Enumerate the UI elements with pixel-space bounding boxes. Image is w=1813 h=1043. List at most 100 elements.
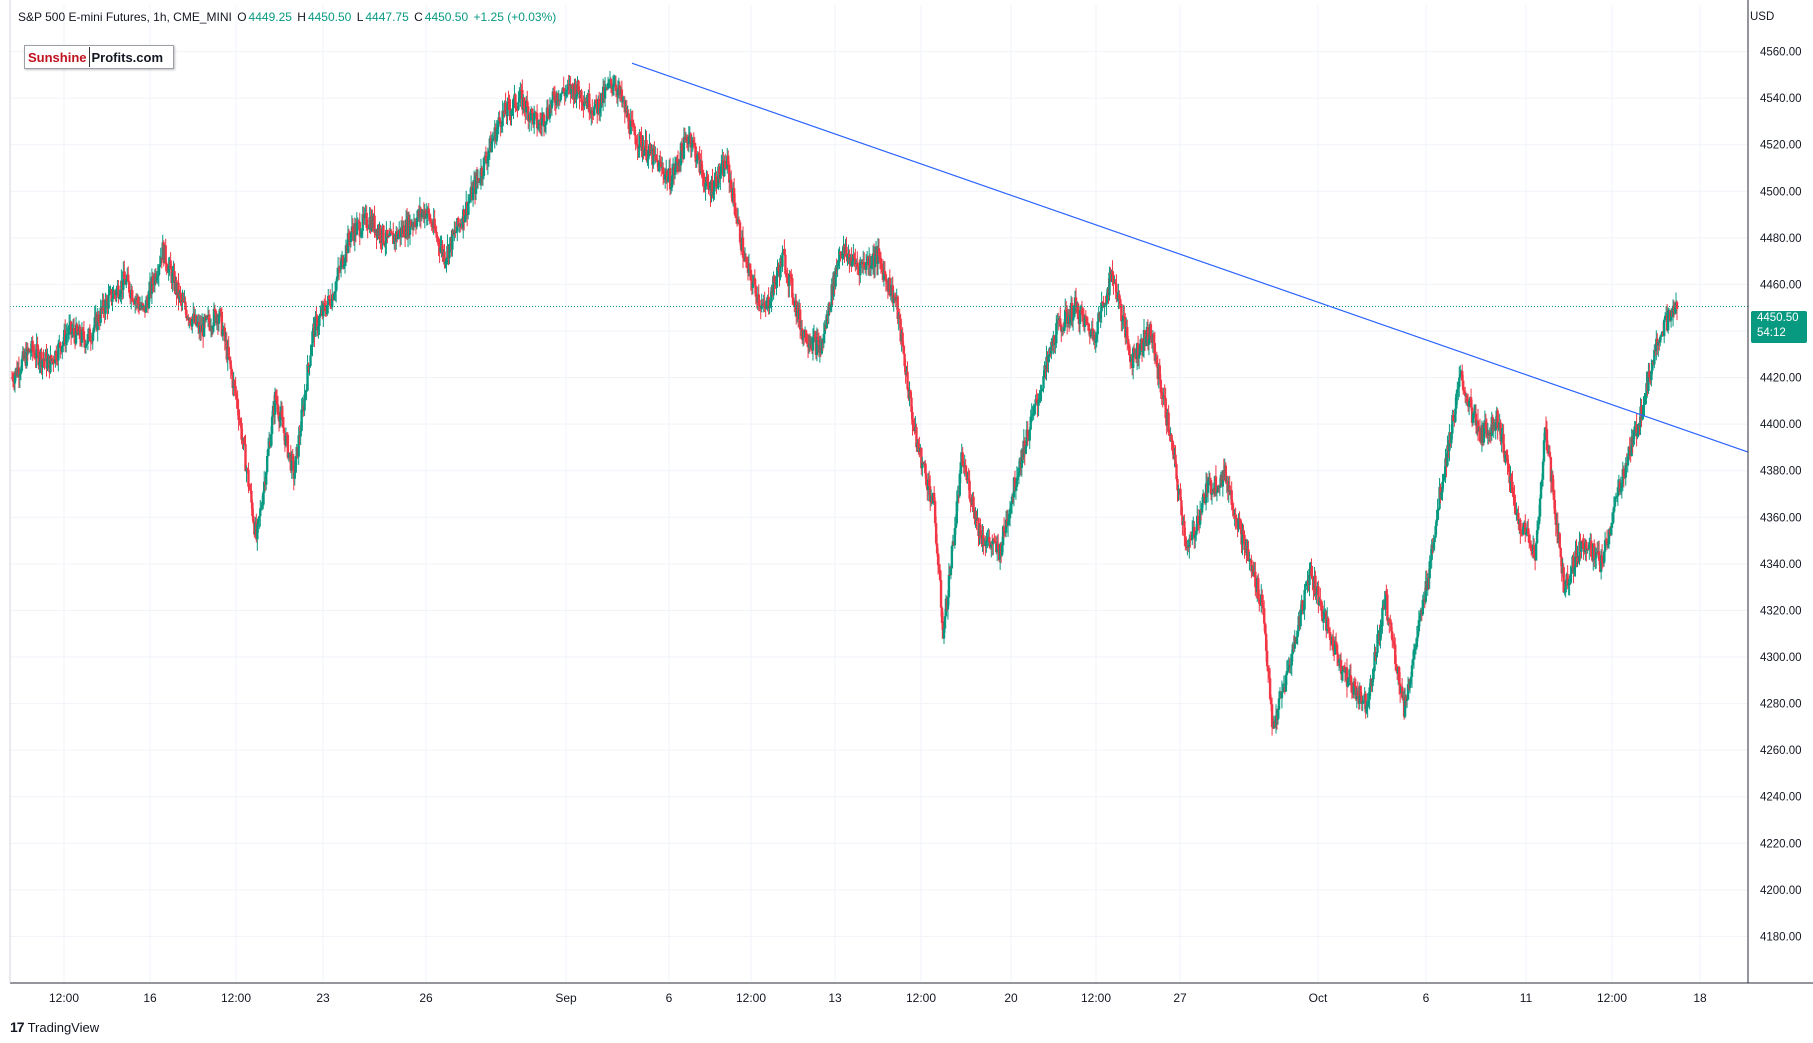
candle-body — [1595, 551, 1598, 559]
candle-body — [238, 419, 241, 421]
candle-body — [243, 437, 246, 444]
candle-body — [633, 126, 636, 136]
candle-body — [689, 133, 693, 148]
candle-body — [878, 256, 882, 258]
candle-body — [223, 327, 227, 342]
candle-body — [679, 143, 683, 166]
candle-body — [781, 252, 784, 267]
y-tick-label: 4200.00 — [1760, 885, 1802, 897]
candle-body — [184, 301, 187, 310]
candle-body — [856, 262, 859, 267]
candle-body — [1120, 304, 1123, 322]
candle-body — [1248, 560, 1251, 562]
candle-body — [758, 305, 761, 307]
candle-body — [606, 83, 610, 89]
candle-body — [1231, 504, 1234, 510]
candle-body — [655, 154, 658, 160]
candle-body — [565, 90, 568, 92]
candle-body — [1663, 315, 1667, 320]
candle-body — [306, 364, 309, 391]
candle-body — [1587, 548, 1590, 550]
candle-body — [1127, 339, 1130, 345]
candle-body — [517, 102, 520, 110]
candle-body — [250, 490, 253, 503]
candle-body — [248, 486, 251, 490]
candle-body — [942, 628, 946, 639]
candle-body — [49, 355, 52, 373]
candle-body — [1508, 468, 1511, 484]
candle-body — [614, 84, 618, 91]
candle-body — [1196, 515, 1200, 524]
tradingview-logo[interactable]: 17 TradingView — [10, 1019, 99, 1035]
candle-body — [593, 106, 596, 116]
candle-body — [388, 235, 391, 237]
low-label: L — [356, 10, 364, 24]
candle-body — [956, 494, 959, 502]
y-tick-label: 4460.00 — [1760, 279, 1802, 291]
candle-body — [389, 230, 392, 236]
candle-body — [1594, 558, 1597, 560]
candle-body — [1546, 450, 1550, 454]
candle-body — [1327, 618, 1330, 629]
candle-body — [428, 213, 431, 222]
x-tick-label: 11 — [1520, 991, 1533, 1005]
candle-body — [1558, 533, 1561, 548]
candle-body — [1096, 321, 1099, 335]
candle-body — [511, 108, 514, 111]
candle-body — [889, 293, 893, 296]
candle-body — [1371, 679, 1374, 687]
candle-body — [1242, 530, 1245, 535]
candle-body — [1302, 609, 1305, 611]
candle-body — [1637, 425, 1640, 433]
candle-body — [718, 166, 721, 179]
candle-body — [1122, 315, 1125, 321]
candle-body — [1147, 339, 1151, 345]
candle-body — [836, 262, 839, 270]
candle-body — [1432, 542, 1435, 549]
candle-body — [551, 91, 555, 100]
candle-body — [50, 355, 53, 361]
candle-body — [308, 366, 311, 368]
candle-body — [1581, 540, 1584, 543]
candle-body — [1040, 390, 1043, 392]
candle-body — [1055, 323, 1058, 344]
candle-body — [150, 276, 154, 294]
candle-body — [1121, 320, 1124, 322]
candle-body — [588, 93, 591, 113]
candle-body — [1484, 421, 1488, 429]
candle-body — [386, 229, 389, 238]
currency-label[interactable]: USD — [1750, 11, 1775, 23]
candle-body — [500, 126, 503, 128]
candle-body — [1289, 665, 1292, 667]
candle-body — [912, 424, 915, 428]
candle-body — [695, 160, 698, 163]
candle-body — [1265, 650, 1269, 667]
candle-body — [704, 183, 707, 190]
candle-body — [656, 159, 659, 162]
candle-body — [504, 102, 507, 114]
candle-body — [62, 341, 65, 346]
candle-body — [1421, 599, 1425, 615]
resistance-trendline — [631, 62, 1749, 453]
candle-body — [266, 448, 270, 457]
candle-body — [898, 315, 901, 319]
candle-body — [496, 124, 499, 130]
candle-body — [1442, 478, 1445, 482]
candle-body — [953, 528, 957, 546]
candle-body — [620, 89, 624, 102]
candle-body — [1328, 628, 1331, 633]
candle-body — [979, 524, 982, 538]
candle-body — [1611, 512, 1615, 524]
candle-body — [1536, 524, 1540, 531]
candle-body — [1001, 526, 1005, 546]
candle-body — [1482, 423, 1486, 443]
candle-body — [427, 208, 430, 214]
candle-body — [1651, 361, 1654, 371]
candle-body — [1105, 302, 1108, 305]
y-tick-label: 4500.00 — [1760, 186, 1802, 198]
candle-body — [466, 203, 470, 216]
candle-body — [105, 298, 108, 301]
candle-body — [959, 462, 962, 474]
candle-body — [1310, 568, 1313, 577]
